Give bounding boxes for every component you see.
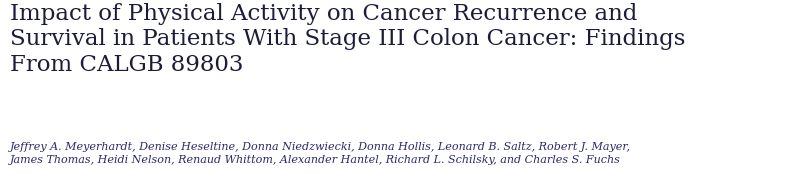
Text: Impact of Physical Activity on Cancer Recurrence and
Survival in Patients With S: Impact of Physical Activity on Cancer Re… <box>10 3 685 76</box>
Text: Jeffrey A. Meyerhardt, Denise Heseltine, Donna Niedzwiecki, Donna Hollis, Leonar: Jeffrey A. Meyerhardt, Denise Heseltine,… <box>10 142 631 165</box>
